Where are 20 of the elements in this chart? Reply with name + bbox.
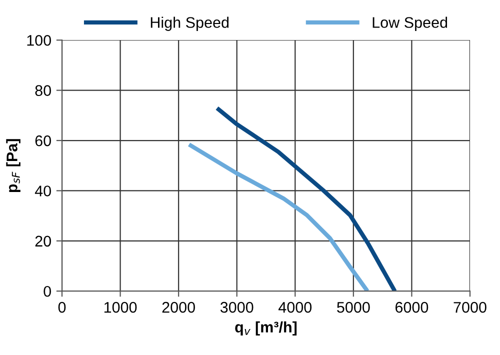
x-tick-label: 7000: [454, 302, 486, 313]
x-axis-title: q$_{v}$ [m³/h]: [235, 321, 297, 336]
x-tick-label: 2000: [162, 302, 195, 313]
legend-label: Low Speed: [372, 16, 448, 31]
y-tick-label: 80: [35, 85, 51, 96]
x-tick-label: 4000: [278, 302, 312, 313]
y-tick-label: 0: [44, 286, 51, 297]
y-tick-label: 100: [27, 34, 51, 46]
y-axis-title: p$_{sF}$ [Pa]: [6, 139, 20, 192]
y-tick-label: 20: [35, 236, 51, 247]
y-tick-label: 40: [34, 186, 51, 196]
legend-label: High Speed: [150, 16, 229, 31]
x-tick-label: 6000: [396, 302, 428, 313]
x-tick-label: 0: [58, 302, 66, 313]
x-tick-label: 1000: [104, 302, 137, 313]
y-tick-label: 60: [35, 135, 51, 146]
line-series: [186, 142, 370, 292]
x-tick-label: 5000: [337, 302, 370, 313]
line-series: [214, 106, 397, 292]
x-tick-label: 3000: [220, 302, 254, 313]
